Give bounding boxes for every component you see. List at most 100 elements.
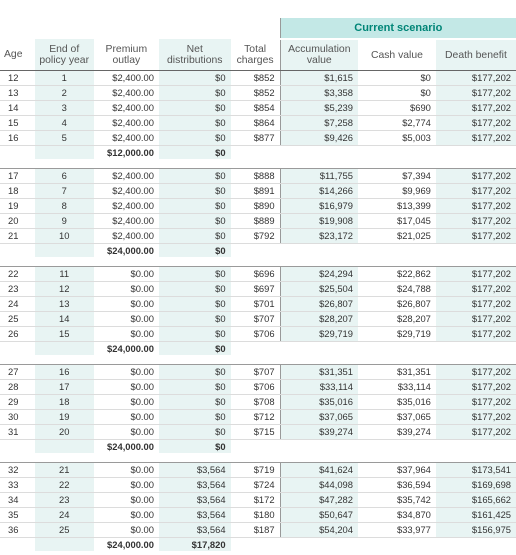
net-distributions-cell: $0 — [158, 296, 231, 312]
death-benefit-cell: $177,202 — [435, 326, 516, 342]
group-spacer — [0, 257, 516, 267]
cash-value-cell: $22,862 — [357, 266, 436, 282]
age-cell: 21 — [0, 228, 35, 244]
age-cell: 13 — [0, 85, 35, 101]
table-row: 25 14 $0.00 $0 $707 $28,207 $28,207 $177,202 — [0, 311, 516, 327]
premium-outlay-cell: $0.00 — [93, 424, 159, 440]
total-row-blank-cell — [436, 244, 516, 258]
accumulation-value-cell: $23,172 — [279, 228, 358, 244]
premium-outlay-cell: $0.00 — [93, 379, 159, 395]
cash-value-cell: $35,742 — [357, 492, 436, 508]
net-distributions-cell: $3,564 — [158, 462, 231, 478]
total-row-blank-cell — [231, 538, 281, 552]
total-row-blank-cell — [358, 538, 436, 552]
age-cell: 15 — [0, 115, 35, 131]
age-cell: 30 — [0, 409, 35, 425]
death-benefit-cell: $177,202 — [435, 364, 516, 380]
cumulative-total-row: $24,000.00 $17,820 — [0, 537, 516, 552]
accumulation-value-cell: $25,504 — [279, 281, 358, 297]
age-cell: 20 — [0, 213, 35, 229]
table-row: 28 17 $0.00 $0 $706 $33,114 $33,114 $177,202 — [0, 379, 516, 395]
death-benefit-cell: $177,202 — [435, 70, 516, 86]
table-row: 30 19 $0.00 $0 $712 $37,065 $37,065 $177,202 — [0, 409, 516, 425]
group-spacer — [0, 159, 516, 169]
accumulation-value-cell: $28,207 — [279, 311, 358, 327]
table-row: 36 25 $0.00 $3,564 $187 $54,204 $33,977 $156,97… — [0, 522, 516, 538]
total-premium-outlay: $12,000.00 — [107, 147, 154, 158]
table-row: 13 2 $2,400.00 $0 $852 $3,358 $0 $177,202 — [0, 85, 516, 101]
policy-year-cell: 25 — [34, 522, 94, 538]
total-charges-cell: $708 — [230, 394, 281, 410]
net-distributions-cell: $0 — [158, 364, 231, 380]
net-distributions-cell: $3,564 — [158, 492, 231, 508]
total-charges-cell: $707 — [230, 364, 281, 380]
premium-outlay-cell: $2,400.00 — [93, 198, 159, 214]
total-charges-header: Total charges — [230, 39, 281, 71]
accumulation-value-cell: $24,294 — [279, 266, 358, 282]
age-cell: 19 — [0, 198, 35, 214]
total-row-blank-cell — [231, 342, 281, 356]
net-distributions-cell: $0 — [158, 409, 231, 425]
total-row-blank-cell — [34, 439, 94, 453]
policy-year-cell: 2 — [34, 85, 94, 101]
accumulation-value-cell: $7,258 — [279, 115, 358, 131]
cash-value-cell: $690 — [357, 100, 436, 116]
total-row-blank-cell — [280, 146, 358, 160]
accumulation-value-cell: $39,274 — [279, 424, 358, 440]
banner-spacer — [0, 18, 280, 39]
table-row: 24 13 $0.00 $0 $701 $26,807 $26,807 $177,202 — [0, 296, 516, 312]
death-benefit-cell: $177,202 — [435, 394, 516, 410]
policy-year-cell: 22 — [34, 477, 94, 493]
total-row-blank-cell — [358, 146, 436, 160]
cash-value-cell: $21,025 — [357, 228, 436, 244]
cash-value-cell: $33,977 — [357, 522, 436, 538]
policy-year-cell: 14 — [34, 311, 94, 327]
total-charges-cell: $852 — [230, 70, 281, 86]
age-cell: 31 — [0, 424, 35, 440]
premium-outlay-cell: $0.00 — [93, 281, 159, 297]
policy-year-cell: 18 — [34, 394, 94, 410]
policy-year-cell: 17 — [34, 379, 94, 395]
death-benefit-cell: $177,202 — [435, 100, 516, 116]
cash-value-header: Cash value — [357, 39, 436, 71]
age-cell: 17 — [0, 168, 35, 184]
policy-year-cell: 5 — [34, 130, 94, 146]
policy-year-cell: 11 — [34, 266, 94, 282]
total-row-blank-cell — [436, 342, 516, 356]
total-charges-cell: $706 — [230, 379, 281, 395]
premium-outlay-cell: $2,400.00 — [93, 100, 159, 116]
total-charges-cell: $889 — [230, 213, 281, 229]
policy-year-cell: 6 — [34, 168, 94, 184]
cash-value-cell: $0 — [357, 85, 436, 101]
policy-year-cell: 19 — [34, 409, 94, 425]
policy-year-cell: 4 — [34, 115, 94, 131]
total-charges-cell: $890 — [230, 198, 281, 214]
total-charges-cell: $877 — [230, 130, 281, 146]
policy-year-cell: 21 — [34, 462, 94, 478]
policy-year-cell: 1 — [34, 70, 94, 86]
total-row-blank-cell — [436, 440, 516, 454]
cash-value-cell: $35,016 — [357, 394, 436, 410]
cumulative-total-row: $24,000.00 $0 — [0, 439, 516, 454]
accumulation-value-cell: $47,282 — [279, 492, 358, 508]
total-charges-cell: $696 — [230, 266, 281, 282]
total-row-blank-cell — [436, 146, 516, 160]
death-benefit-cell: $177,202 — [435, 266, 516, 282]
premium-outlay-cell: $0.00 — [93, 364, 159, 380]
accumulation-value-cell: $9,426 — [279, 130, 358, 146]
net-distributions-cell: $3,564 — [158, 477, 231, 493]
premium-outlay-cell: $2,400.00 — [93, 130, 159, 146]
premium-outlay-cell: $2,400.00 — [93, 115, 159, 131]
accumulation-value-cell: $16,979 — [279, 198, 358, 214]
cash-value-cell: $13,399 — [357, 198, 436, 214]
ledger-body: 12 1 $2,400.00 $0 $852 $1,615 $0 $177,202 13 2 $2,… — [0, 70, 516, 552]
accumulation-value-cell: $35,016 — [279, 394, 358, 410]
death-benefit-cell: $173,541 — [435, 462, 516, 478]
death-benefit-cell: $169,698 — [435, 477, 516, 493]
age-cell: 25 — [0, 311, 35, 327]
cash-value-cell: $7,394 — [357, 168, 436, 184]
total-row-blank-cell — [280, 244, 358, 258]
death-benefit-cell: $177,202 — [435, 281, 516, 297]
death-benefit-cell: $177,202 — [435, 198, 516, 214]
death-benefit-cell: $177,202 — [435, 424, 516, 440]
